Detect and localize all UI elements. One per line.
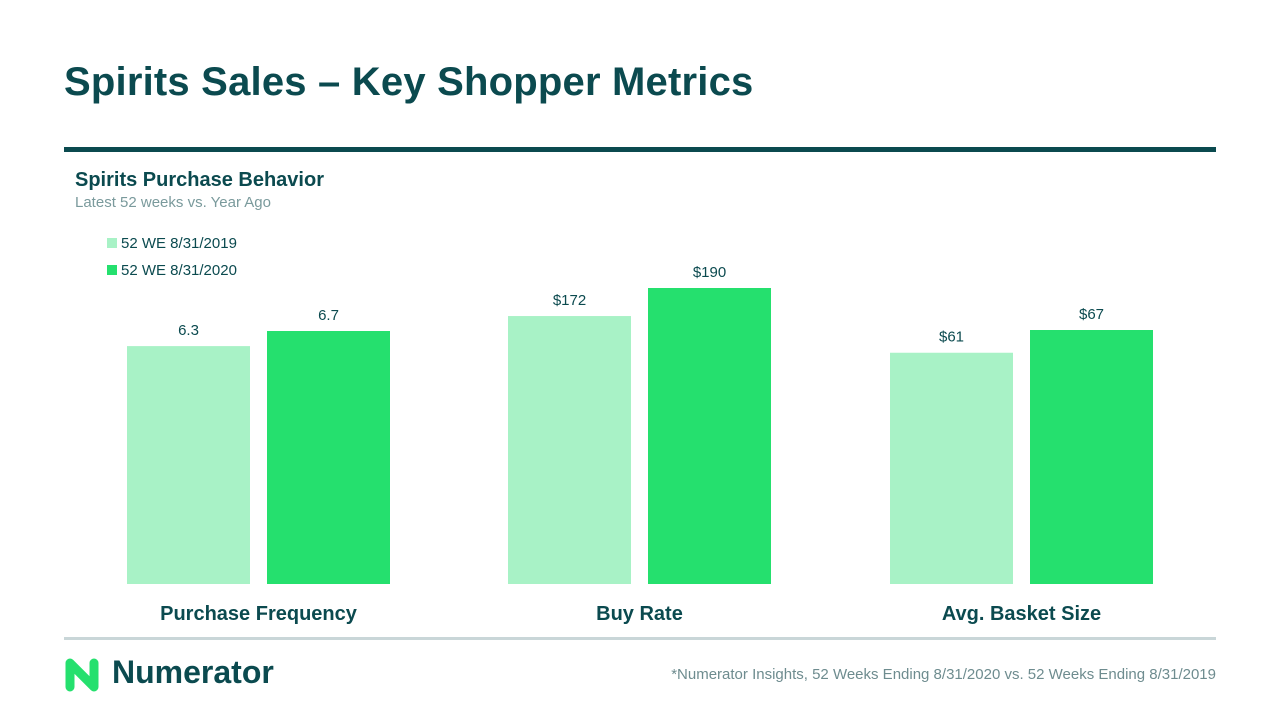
chart-title: Spirits Purchase Behavior bbox=[75, 169, 324, 191]
category-label-2: Buy Rate bbox=[596, 603, 683, 625]
legend-label-1: 52 WE 8/31/2019 bbox=[121, 235, 237, 252]
footer-divider bbox=[64, 637, 1216, 640]
bar-2-series-1 bbox=[508, 316, 631, 584]
data-label-2-series-1: $172 bbox=[553, 292, 586, 309]
bar-3-series-1 bbox=[890, 352, 1013, 584]
source-footnote: *Numerator Insights, 52 Weeks Ending 8/3… bbox=[671, 666, 1216, 683]
brand-name: Numerator bbox=[112, 654, 274, 690]
data-label-1-series-2: 6.7 bbox=[318, 307, 339, 324]
category-label-1: Purchase Frequency bbox=[160, 603, 358, 625]
bar-1-series-2 bbox=[267, 331, 390, 584]
legend-swatch-2 bbox=[107, 265, 117, 275]
data-label-2-series-2: $190 bbox=[693, 264, 726, 281]
title-divider bbox=[64, 147, 1216, 152]
chart-subtitle: Latest 52 weeks vs. Year Ago bbox=[75, 194, 271, 211]
data-label-3-series-2: $67 bbox=[1079, 306, 1104, 323]
bar-1-series-1 bbox=[127, 346, 250, 584]
legend-label-2: 52 WE 8/31/2020 bbox=[121, 262, 237, 279]
bar-3-series-2 bbox=[1030, 330, 1153, 584]
page-title: Spirits Sales – Key Shopper Metrics bbox=[64, 60, 754, 104]
category-label-3: Avg. Basket Size bbox=[942, 603, 1101, 625]
data-label-3-series-1: $61 bbox=[939, 329, 964, 346]
bar-2-series-2 bbox=[648, 288, 771, 584]
data-label-1-series-1: 6.3 bbox=[178, 322, 199, 339]
legend-swatch-1 bbox=[107, 238, 117, 248]
numerator-logo-icon bbox=[65, 658, 99, 692]
